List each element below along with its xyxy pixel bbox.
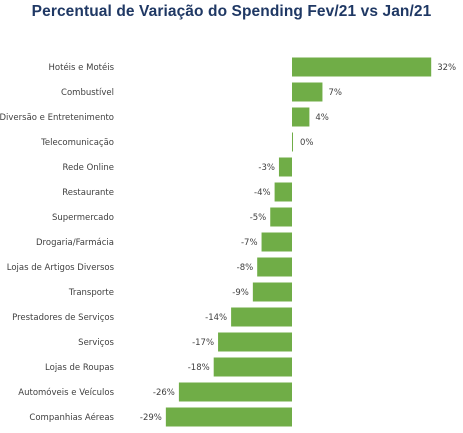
- bar-14: [165, 407, 292, 427]
- category-label: Drogaria/Farmácia: [36, 238, 114, 248]
- bar-10: [231, 307, 292, 327]
- bar-0: [292, 57, 432, 77]
- bar-12: [213, 357, 292, 377]
- category-label: Diversão e Entretenimento: [0, 113, 114, 123]
- value-label: -8%: [237, 263, 254, 273]
- bar-2: [292, 107, 310, 127]
- category-label: Companhias Aéreas: [29, 412, 114, 423]
- category-label: Prestadores de Serviços: [12, 313, 114, 323]
- bar-11: [218, 332, 292, 352]
- value-label: 0%: [300, 138, 314, 148]
- value-label: -9%: [232, 288, 249, 298]
- bar-6: [270, 207, 292, 227]
- bar-4: [278, 157, 292, 177]
- value-label: -5%: [250, 213, 267, 223]
- category-label: Automóveis e Veículos: [18, 387, 114, 398]
- category-label: Supermercado: [52, 213, 114, 223]
- category-label: Rede Online: [63, 163, 115, 173]
- bar-5: [274, 182, 292, 202]
- value-label: -7%: [241, 238, 258, 248]
- category-label: Transporte: [68, 288, 114, 298]
- category-label: Restaurante: [62, 188, 114, 198]
- bar-7: [261, 232, 292, 252]
- bar-13: [178, 382, 292, 402]
- value-label: -18%: [188, 363, 210, 373]
- value-label: 4%: [315, 113, 329, 123]
- category-label: Lojas de Artigos Diversos: [7, 263, 115, 273]
- category-label: Serviços: [78, 338, 114, 348]
- bar-8: [257, 257, 292, 277]
- chart-title: Percentual de Variação do Spending Fev/2…: [31, 3, 432, 20]
- category-label: Combustível: [61, 88, 114, 98]
- value-label: 7%: [328, 88, 342, 98]
- value-label: -14%: [205, 313, 227, 323]
- value-label: -26%: [153, 388, 175, 398]
- category-label: Lojas de Roupas: [45, 363, 115, 373]
- value-label: -3%: [258, 163, 275, 173]
- value-label: 32%: [437, 63, 456, 73]
- bar-9: [252, 282, 292, 302]
- value-label: -17%: [192, 338, 214, 348]
- value-label: -29%: [140, 413, 162, 423]
- value-label: -4%: [254, 188, 271, 198]
- category-label: Hotéis e Motéis: [49, 62, 115, 73]
- category-label: Telecomunicação: [40, 138, 114, 148]
- bar-1: [292, 82, 323, 102]
- bar-3: [292, 132, 293, 152]
